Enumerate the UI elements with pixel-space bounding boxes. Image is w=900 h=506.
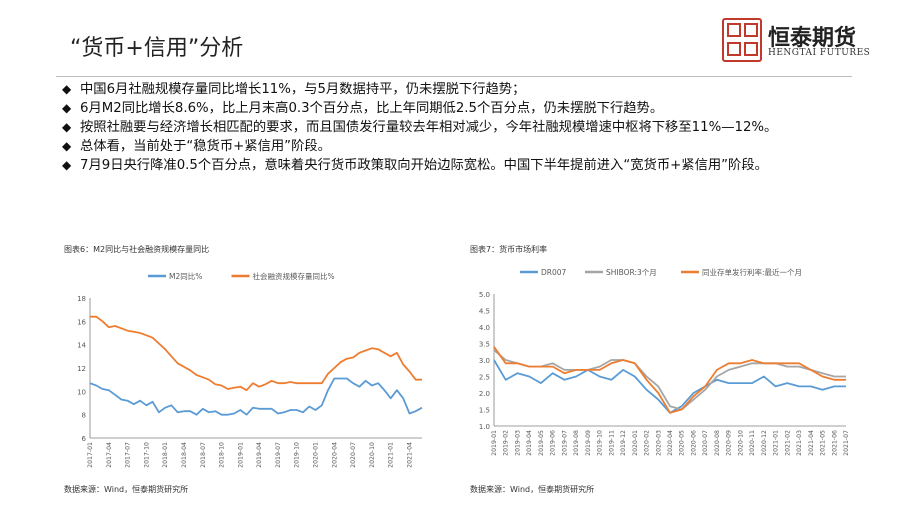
x-tick-label: 2019-03 xyxy=(514,430,521,456)
x-tick-label: 2019-04 xyxy=(526,430,533,456)
y-tick-label: 12 xyxy=(77,365,86,373)
x-tick-label: 2018-01 xyxy=(162,442,169,468)
y-tick-label: 2.5 xyxy=(479,374,490,382)
x-tick-label: 2017-01 xyxy=(87,442,94,468)
x-tick-label: 2019-11 xyxy=(608,430,615,456)
x-tick-label: 2020-07 xyxy=(350,442,357,468)
x-tick-label: 2019-05 xyxy=(538,430,545,456)
x-tick-label: 2019-12 xyxy=(620,430,627,456)
x-tick-label: 2020-03 xyxy=(655,430,662,456)
logo-name-cn: 恒泰期货 xyxy=(768,26,857,51)
x-tick-label: 2018-10 xyxy=(219,442,226,468)
legend-label: 社会融资规模存量同比% xyxy=(253,271,335,281)
x-tick-label: 2020-11 xyxy=(749,430,756,456)
bullet-list: 中国6月社融规模存量同比增长11%，与5月数据持平，仍未摆脱下行趋势； 6月M2… xyxy=(62,80,862,175)
y-tick-label: 3.5 xyxy=(479,341,490,349)
legend-label: M2同比% xyxy=(169,271,202,281)
x-tick-label: 2019-02 xyxy=(503,430,510,456)
x-tick-label: 2020-12 xyxy=(761,430,768,456)
x-tick-label: 2021-04 xyxy=(808,430,815,456)
x-tick-label: 2020-01 xyxy=(313,442,320,468)
y-tick-label: 14 xyxy=(77,342,86,350)
logo-name-en: HENGTAI FUTURES xyxy=(768,48,871,58)
y-tick-label: 2.0 xyxy=(479,390,490,398)
x-tick-label: 2020-04 xyxy=(331,442,338,468)
series-line xyxy=(493,346,846,414)
page-title: “货币+信用”分析 xyxy=(70,36,244,61)
bullet-item: 7月9日央行降准0.5个百分点，意味着央行货币政策取向开始边际宽松。中国下半年提… xyxy=(62,156,862,175)
series-line xyxy=(89,377,423,416)
x-tick-label: 2020-06 xyxy=(690,430,697,456)
chart-title: 图表7：货币市场利率 xyxy=(470,245,548,254)
y-tick-label: 10 xyxy=(77,388,86,396)
x-tick-label: 2020-10 xyxy=(737,430,744,456)
y-tick-label: 4.0 xyxy=(479,324,490,332)
x-tick-label: 2018-07 xyxy=(200,442,207,468)
legend-label: SHIBOR:3个月 xyxy=(606,268,657,277)
x-tick-label: 2020-07 xyxy=(702,430,709,456)
y-tick-label: 16 xyxy=(77,318,86,326)
x-tick-label: 2020-02 xyxy=(644,430,651,456)
x-tick-label: 2020-04 xyxy=(667,430,674,456)
chart-title: 图表6：M2同比与社会融资规模存量同比 xyxy=(64,245,210,254)
x-tick-label: 2017-04 xyxy=(106,442,113,468)
x-tick-label: 2021-02 xyxy=(784,430,791,456)
chart-source: 数据来源：Wind，恒泰期货研究所 xyxy=(64,485,189,494)
x-tick-label: 2019-10 xyxy=(597,430,604,456)
y-tick-label: 18 xyxy=(77,295,86,303)
x-tick-label: 2021-05 xyxy=(820,430,827,456)
x-tick-label: 2019-10 xyxy=(294,442,301,468)
series-line xyxy=(90,315,422,392)
legend-label: 同业存单发行利率:最近一个月 xyxy=(702,267,802,277)
x-tick-label: 2021-07 xyxy=(843,430,850,456)
logo-seal-icon xyxy=(722,18,762,62)
y-tick-label: 4.5 xyxy=(479,308,490,316)
x-tick-label: 2017-10 xyxy=(143,442,150,468)
x-tick-label: 2021-03 xyxy=(796,430,803,456)
x-tick-label: 2021-06 xyxy=(831,430,838,456)
x-tick-label: 2019-07 xyxy=(561,430,568,456)
x-tick-label: 2019-01 xyxy=(237,442,244,468)
bullet-item: 总体看，当前处于“稳货币+紧信用”阶段。 xyxy=(62,137,862,156)
chart-m2-social-financing: 图表6：M2同比与社会融资规模存量同比 18 16 14 12 10 8 6 2017-01 2… xyxy=(60,236,432,498)
series-line xyxy=(493,349,846,411)
header-divider xyxy=(56,76,852,77)
y-tick-label: 1.5 xyxy=(479,407,490,415)
x-tick-label: 2021-04 xyxy=(406,442,413,468)
y-tick-label: 5.0 xyxy=(479,291,490,299)
x-tick-label: 2019-04 xyxy=(256,442,263,468)
x-tick-label: 2020-09 xyxy=(726,430,733,456)
x-tick-label: 2019-09 xyxy=(585,430,592,456)
legend-label: DR007 xyxy=(541,268,567,277)
x-tick-label: 2019-08 xyxy=(573,430,580,456)
company-logo: 恒泰期货 HENGTAI FUTURES xyxy=(722,18,882,70)
bullet-item: 中国6月社融规模存量同比增长11%，与5月数据持平，仍未摆脱下行趋势； xyxy=(62,80,862,99)
x-tick-label: 2019-01 xyxy=(491,430,498,456)
x-tick-label: 2020-08 xyxy=(714,430,721,456)
x-tick-label: 2020-01 xyxy=(632,430,639,456)
x-tick-label: 2021-01 xyxy=(388,442,395,468)
x-tick-label: 2019-07 xyxy=(275,442,282,468)
chart-source: 数据来源：Wind，恒泰期货研究所 xyxy=(470,485,595,494)
y-tick-label: 6 xyxy=(82,435,87,443)
bullet-item: 按照社融要与经济增长相匹配的要求，而且国债发行量较去年相对减少，今年社融规模增速… xyxy=(62,118,862,137)
bullet-item: 6月M2同比增长8.6%，比上月末高0.3个百分点，比上年同期低2.5个百分点，… xyxy=(62,99,862,118)
x-tick-label: 2018-04 xyxy=(181,442,188,468)
x-tick-label: 2020-05 xyxy=(679,430,686,456)
x-tick-label: 2021-01 xyxy=(773,430,780,456)
chart-money-market-rates: 图表7：货币市场利率 5.0 4.5 4.0 3.5 3.0 2.5 2.0 1.5 1.0 20… xyxy=(466,236,856,498)
y-tick-label: 8 xyxy=(82,412,86,420)
y-tick-label: 1.0 xyxy=(479,423,490,431)
y-tick-label: 3.0 xyxy=(479,357,490,365)
x-tick-label: 2017-07 xyxy=(125,442,132,468)
x-tick-label: 2020-10 xyxy=(369,442,376,468)
x-tick-label: 2019-06 xyxy=(550,430,557,456)
